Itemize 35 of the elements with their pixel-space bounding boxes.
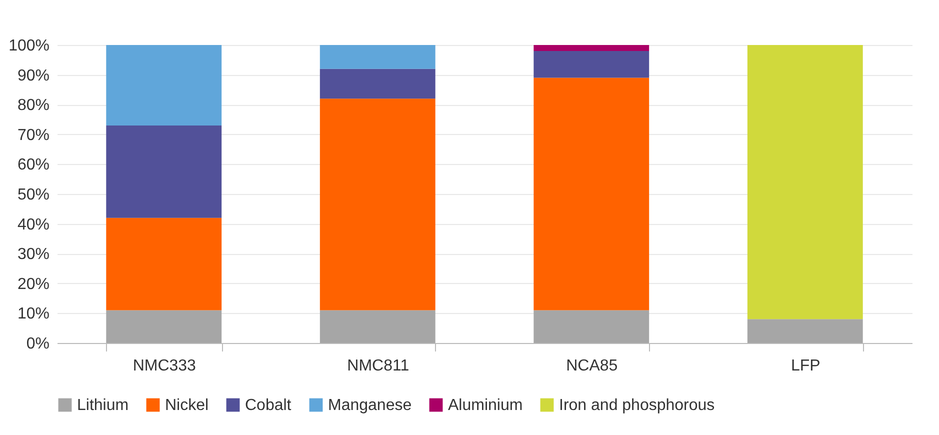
x-tick-label: LFP [790,358,820,374]
bar [320,68,436,99]
legend-label: Cobalt [245,397,292,414]
bar [534,78,650,310]
bar [106,310,222,343]
bar [747,319,863,343]
y-tick-label: 60% [17,156,50,174]
bar [747,45,863,320]
legend-label: Aluminium [448,397,523,414]
y-tick-label: 80% [17,97,50,114]
y-tick-label: 10% [17,306,50,323]
y-tick-label: 20% [17,276,50,293]
legend-label: Nickel [165,397,209,414]
legend-label: Lithium [77,397,129,414]
y-tick-label: 0% [26,336,50,352]
x-tick-label: NCA85 [566,358,618,374]
y-tick-label: 70% [17,126,50,144]
y-tick-label: 40% [17,216,50,234]
bar [534,45,650,51]
legend-label: Manganese [328,397,412,414]
bar [534,310,650,343]
y-tick-label: 100% [8,38,50,54]
bar [106,45,222,126]
bar [534,50,650,78]
x-tick-label: NMC811 [347,358,410,374]
y-tick-label: 50% [17,186,50,204]
x-tick-label: NMC333 [132,358,196,374]
bar [320,45,436,69]
y-tick-label: 30% [17,246,50,264]
bar [106,125,222,218]
legend-label: Iron and phosphorous [559,397,715,414]
bar [106,218,222,310]
y-tick-label: 90% [17,67,50,84]
bar [320,310,436,343]
bar [320,98,436,310]
